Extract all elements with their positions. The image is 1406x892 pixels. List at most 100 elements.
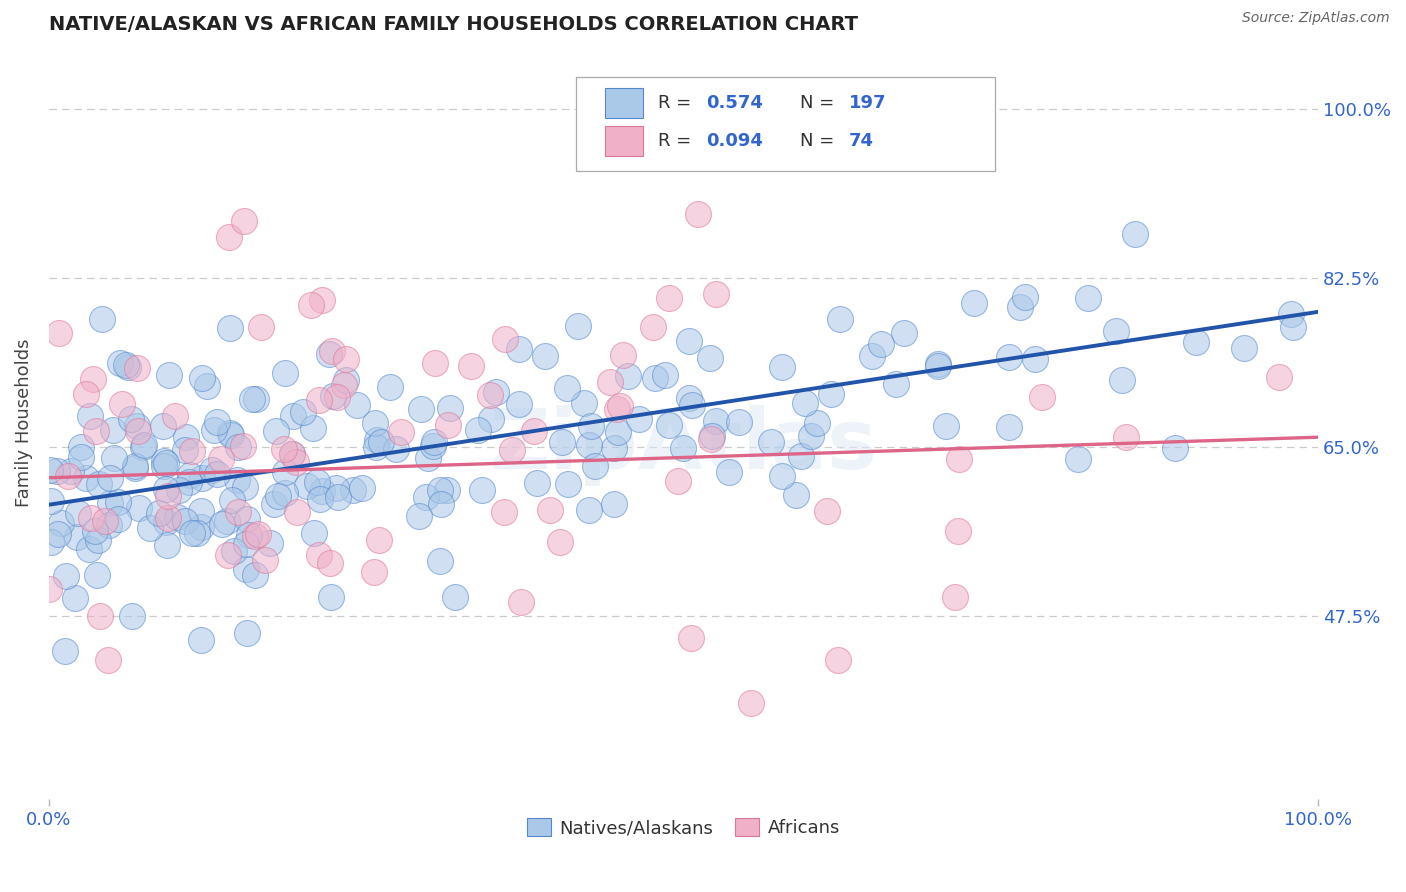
Point [191,370,214,384]
Point [551,435,574,450]
Point [666,474,689,488]
Point [134,438,156,452]
Point [281,447,304,461]
Point [49,516,72,531]
Point [893,326,915,340]
Point [678,334,700,348]
Point [186,526,208,541]
Point [98,518,121,533]
Point [56,469,79,483]
Point [280,447,302,461]
Point [273,442,295,457]
Point [943,590,966,604]
Point [39,463,62,477]
Point [321,590,343,604]
Point [127,419,149,434]
Point [557,477,579,491]
Point [607,425,630,440]
Point [311,483,333,498]
Point [700,432,723,446]
Point [195,378,218,392]
Point [759,435,782,450]
Point [155,482,177,496]
Point [325,481,347,495]
Point [1184,334,1206,349]
Point [311,293,333,307]
Point [233,214,256,228]
Point [1111,373,1133,387]
Point [927,359,949,373]
Point [869,337,891,351]
Point [627,412,650,426]
Point [155,538,177,552]
Point [935,418,957,433]
Point [1281,319,1303,334]
Point [274,367,297,381]
Point [218,230,240,244]
Point [174,514,197,528]
Point [215,514,238,528]
Point [423,356,446,370]
Point [704,286,727,301]
Point [174,430,197,444]
Point [274,466,297,480]
Point [249,319,271,334]
Point [190,633,212,648]
Point [98,470,121,484]
Point [267,489,290,503]
Point [471,483,494,497]
Point [93,514,115,528]
Point [66,506,89,520]
Point [80,511,103,525]
Point [292,405,315,419]
Point [124,461,146,475]
Point [75,387,97,401]
Point [1279,307,1302,321]
Point [806,416,828,430]
Point [963,296,986,310]
Point [77,542,100,557]
Point [87,533,110,547]
Point [699,351,721,365]
Point [1024,351,1046,366]
Point [235,537,257,551]
Point [120,412,142,426]
Point [429,483,451,498]
Point [79,409,101,424]
Point [1105,325,1128,339]
Point [301,298,323,312]
Point [366,440,388,454]
Point [770,359,793,374]
Point [86,568,108,582]
Point [494,332,516,346]
Point [672,441,695,455]
Point [411,401,433,416]
Point [997,351,1019,365]
Point [218,321,240,335]
Point [148,506,170,520]
Point [654,368,676,382]
Point [1077,291,1099,305]
Point [606,401,628,416]
Point [363,566,385,580]
Point [1031,391,1053,405]
Point [728,415,751,429]
Point [538,503,561,517]
Point [380,380,402,394]
Point [38,582,60,596]
Point [235,562,257,576]
Point [364,416,387,430]
Point [167,483,190,497]
Point [1163,441,1185,455]
Point [103,450,125,465]
Point [418,451,440,466]
Point [181,526,204,541]
FancyBboxPatch shape [605,126,643,156]
Point [177,475,200,489]
Point [429,554,451,568]
Point [460,359,482,373]
Point [233,480,256,494]
Point [125,360,148,375]
Point [124,458,146,473]
Point [437,418,460,433]
